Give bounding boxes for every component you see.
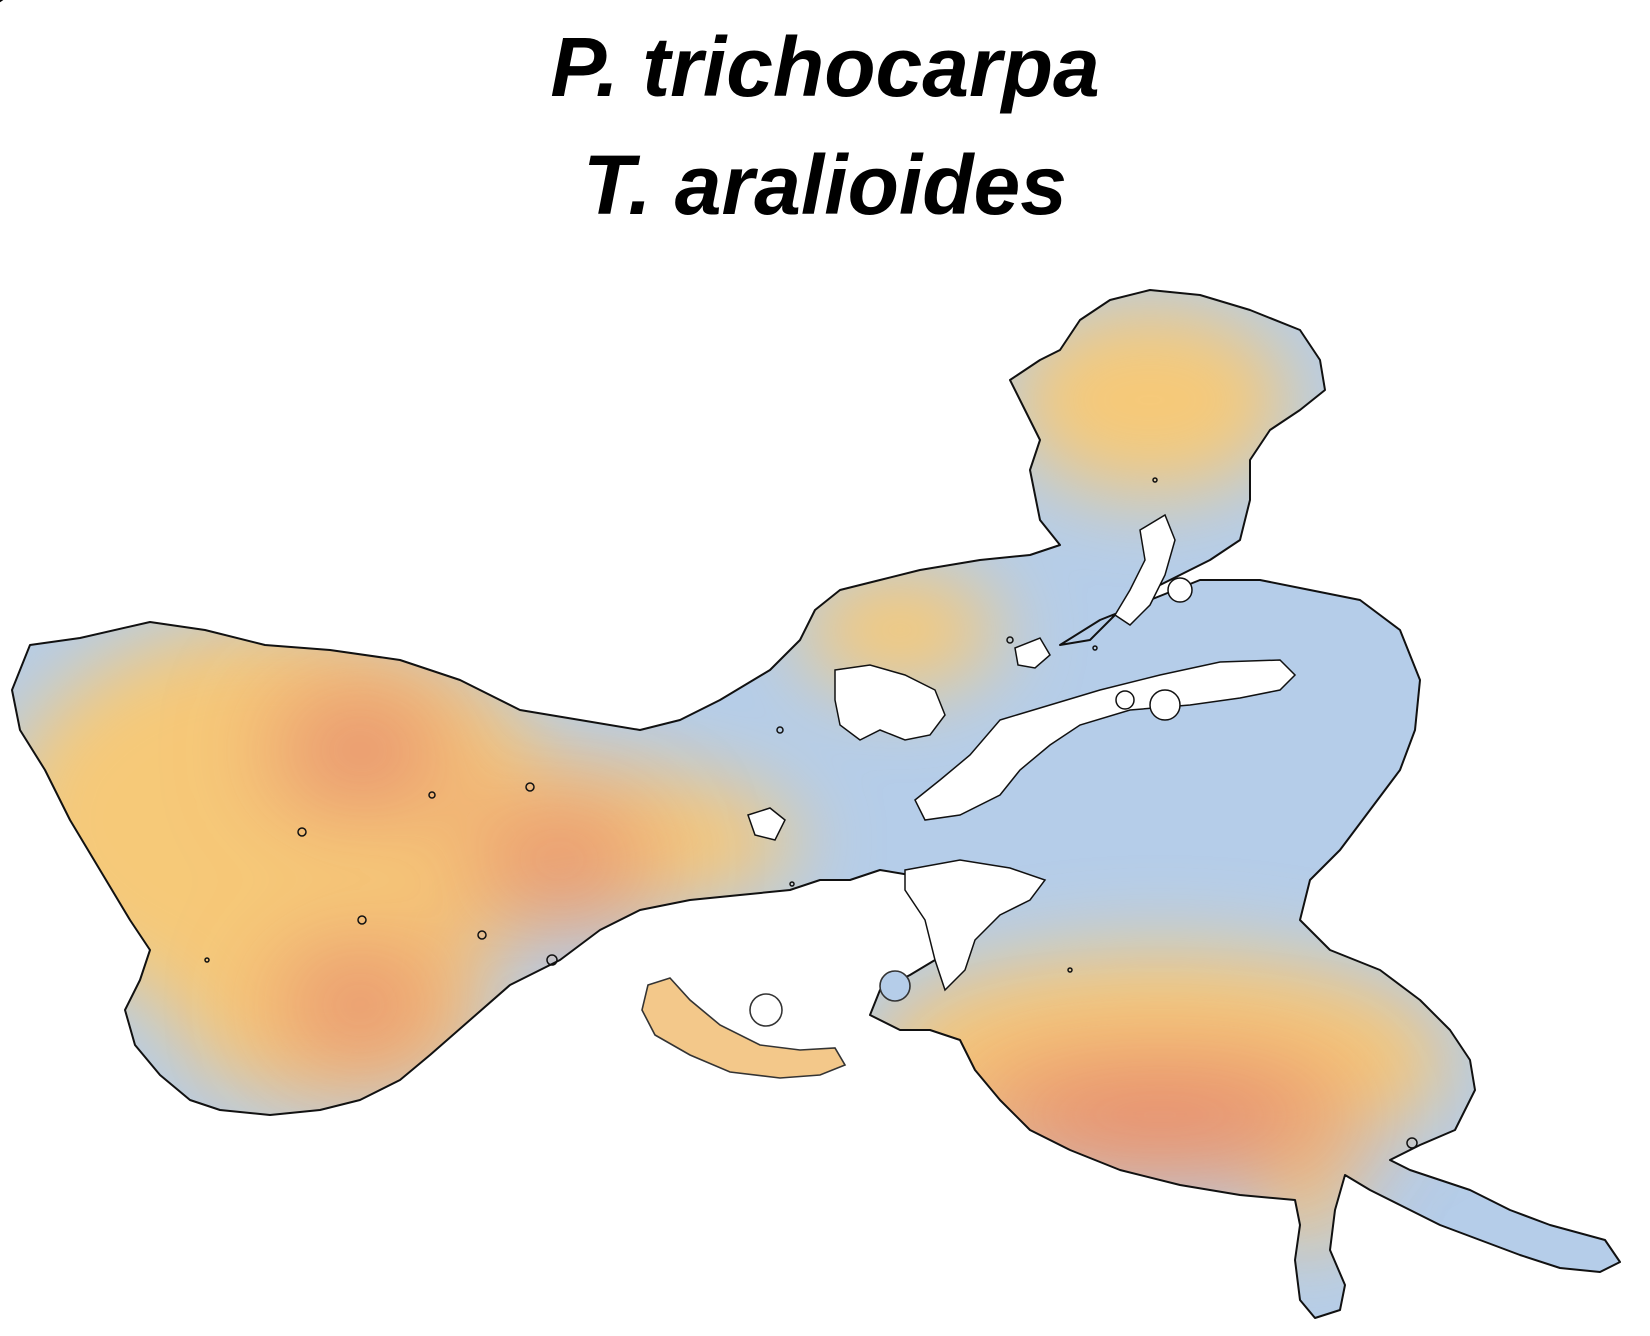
density-peak-lower-left: [280, 967, 440, 1043]
speck-4: [357, 915, 367, 925]
speck-6: [546, 954, 558, 966]
density-gap-circle: [749, 993, 783, 1027]
density-gap-small-hook: [1014, 637, 1051, 669]
speck-5: [477, 930, 487, 940]
title-species-2: T. aralioides: [583, 138, 1067, 232]
speck-14: [1092, 645, 1098, 651]
density-gap-dot-2: [1149, 689, 1181, 721]
speck-2: [428, 791, 436, 799]
density-fill: [12, 290, 1620, 1318]
density-island-small-circle: [879, 970, 911, 1002]
density-outline: [11, 289, 1621, 1319]
density-island-lower-strip: [641, 977, 847, 1079]
density-peak-center: [470, 825, 650, 895]
density-gaps: [747, 513, 1297, 992]
speck-13: [1006, 636, 1014, 644]
density-peak-upper-left: [275, 710, 445, 790]
density-islands: [641, 970, 911, 1079]
density-gap-dot-1: [1167, 577, 1193, 603]
density-gap-small-notch: [747, 807, 786, 841]
density-gap-lower-center: [904, 859, 1047, 992]
density-gap-center-right: [914, 659, 1297, 821]
density-gap-center-left: [834, 664, 946, 741]
density-specks: [204, 477, 1418, 1149]
density-gap-upper-channel: [1113, 513, 1176, 626]
speck-8: [1152, 477, 1158, 483]
density-mid-top-right: [1010, 305, 1290, 495]
density-high-regions: [275, 710, 1360, 1153]
density-gap-dot-3: [1115, 690, 1135, 710]
speck-9: [789, 881, 795, 887]
density-peak-lower-right: [960, 1077, 1360, 1153]
title-species-1: P. trichocarpa: [550, 20, 1100, 114]
speck-3: [525, 782, 535, 792]
speck-12: [776, 726, 784, 734]
density-mid-center-upper: [800, 570, 1000, 690]
chart-title: P. trichocarpa T. aralioides: [0, 8, 1650, 244]
speck-1: [297, 827, 307, 837]
speck-7: [204, 957, 210, 963]
speck-10: [1067, 967, 1073, 973]
speck-11: [1406, 1137, 1418, 1149]
